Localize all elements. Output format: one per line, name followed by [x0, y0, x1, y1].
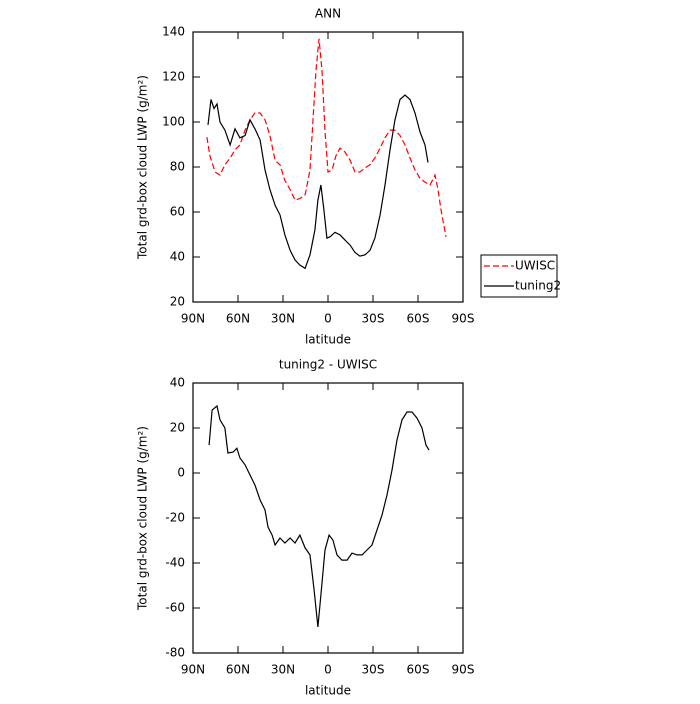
- x-tick-label: 90S: [452, 663, 475, 677]
- y-tick-label: 20: [170, 295, 185, 309]
- y-tick-label: 60: [170, 205, 185, 219]
- y-tick-label: -80: [165, 646, 185, 660]
- data-line: [208, 404, 430, 627]
- y-tick-label: 140: [162, 25, 185, 39]
- x-tick-label: 60N: [226, 312, 250, 326]
- y-tick-label: -20: [165, 511, 185, 525]
- y-axis-label: Total grd-box cloud LWP (g/m²): [136, 75, 150, 260]
- y-axis-label: Total grd-box cloud LWP (g/m²): [136, 426, 150, 611]
- y-tick-label: 40: [170, 250, 185, 264]
- x-axis-label: latitude: [305, 684, 351, 698]
- legend-label: UWISC: [515, 259, 555, 273]
- legend-label: tuning2: [515, 279, 561, 293]
- x-tick-label: 0: [324, 663, 332, 677]
- x-tick-label: 30N: [271, 663, 295, 677]
- x-tick-label: 60N: [226, 663, 250, 677]
- plot-frame: [192, 31, 464, 303]
- y-tick-label: 40: [170, 376, 185, 390]
- legend-box: [480, 254, 558, 298]
- x-tick-label: 30N: [271, 312, 295, 326]
- x-tick-label: 90N: [181, 312, 205, 326]
- x-tick-label: 30S: [362, 663, 385, 677]
- y-tick-label: 100: [162, 115, 185, 129]
- y-tick-label: 0: [177, 466, 185, 480]
- x-tick-label: 90S: [452, 312, 475, 326]
- y-tick-label: 80: [170, 160, 185, 174]
- x-tick-label: 90N: [181, 663, 205, 677]
- x-axis-label: latitude: [305, 333, 351, 347]
- y-tick-label: -60: [165, 601, 185, 615]
- x-tick-label: 0: [324, 312, 332, 326]
- data-line: [207, 94, 429, 270]
- x-tick-label: 60S: [407, 312, 430, 326]
- plot-frame: [192, 382, 464, 654]
- x-tick-label: 60S: [407, 663, 430, 677]
- data-line: [206, 38, 447, 237]
- y-tick-label: 20: [170, 421, 185, 435]
- chart-title: ANN: [315, 7, 341, 21]
- chart-title: tuning2 - UWISC: [279, 358, 377, 372]
- y-tick-label: -40: [165, 556, 185, 570]
- x-tick-label: 30S: [362, 312, 385, 326]
- y-tick-label: 120: [162, 70, 185, 84]
